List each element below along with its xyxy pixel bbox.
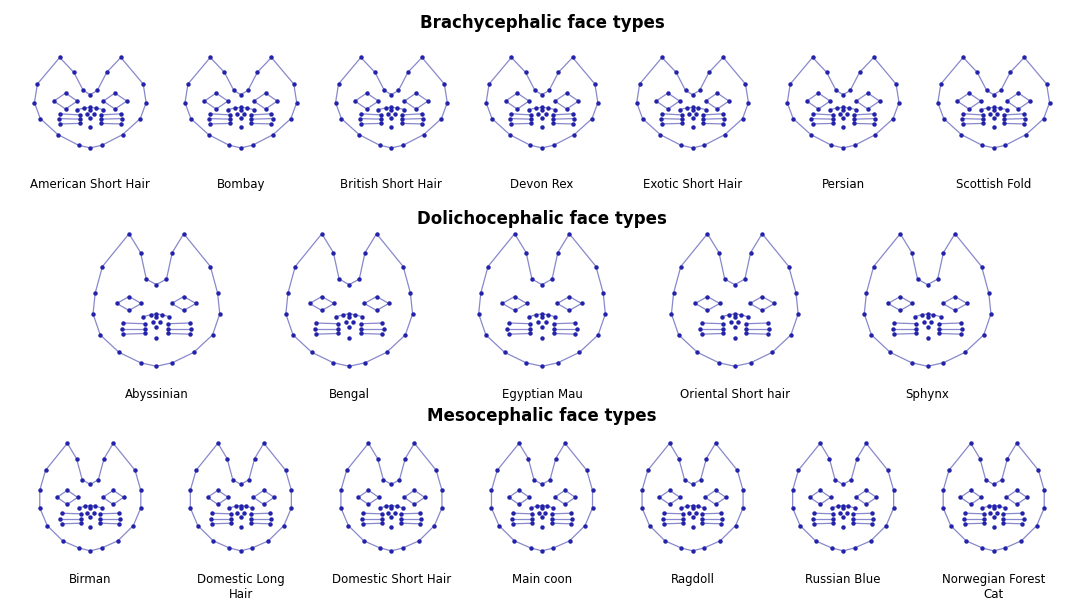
- Text: Birman: Birman: [69, 573, 112, 586]
- Text: Bengal: Bengal: [328, 388, 370, 401]
- Text: Domestic Long
Hair: Domestic Long Hair: [197, 573, 285, 601]
- Text: Persian: Persian: [822, 178, 865, 191]
- Text: Norwegian Forest
Cat: Norwegian Forest Cat: [942, 573, 1045, 601]
- Text: Dolichocephalic face types: Dolichocephalic face types: [417, 210, 667, 228]
- Text: Ragdoll: Ragdoll: [671, 573, 714, 586]
- Text: Oriental Short hair: Oriental Short hair: [680, 388, 790, 401]
- Text: Domestic Short Hair: Domestic Short Hair: [332, 573, 451, 586]
- Text: Exotic Short Hair: Exotic Short Hair: [643, 178, 743, 191]
- Text: Abyssinian: Abyssinian: [125, 388, 189, 401]
- Text: American Short Hair: American Short Hair: [30, 178, 151, 191]
- Text: Scottish Fold: Scottish Fold: [956, 178, 1031, 191]
- Text: British Short Hair: British Short Hair: [340, 178, 442, 191]
- Text: Russian Blue: Russian Blue: [805, 573, 881, 586]
- Text: Main coon: Main coon: [512, 573, 572, 586]
- Text: Bombay: Bombay: [217, 178, 266, 191]
- Text: Sphynx: Sphynx: [905, 388, 950, 401]
- Text: Brachycephalic face types: Brachycephalic face types: [420, 14, 664, 32]
- Text: Devon Rex: Devon Rex: [511, 178, 573, 191]
- Text: Mesocephalic face types: Mesocephalic face types: [427, 407, 657, 425]
- Text: Egyptian Mau: Egyptian Mau: [502, 388, 582, 401]
